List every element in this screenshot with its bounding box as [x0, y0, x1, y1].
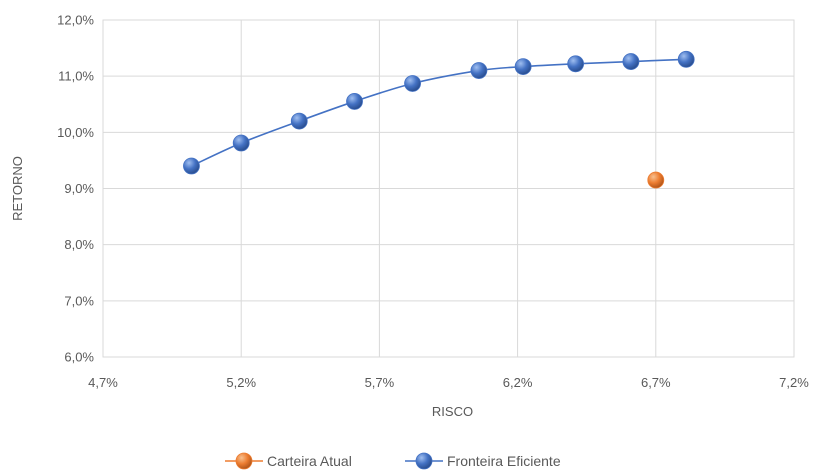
x-tick-label: 4,7% — [88, 375, 118, 390]
legend-label: Carteira Atual — [267, 453, 352, 469]
plot-area — [102, 19, 795, 358]
carteira-atual-point — [647, 171, 665, 189]
y-tick-label: 6,0% — [64, 350, 94, 365]
series-layer — [183, 50, 695, 189]
fronteira-eficiente-line — [191, 58, 687, 167]
fronteira-eficiente-point — [183, 157, 200, 175]
x-axis-title: RISCO — [432, 404, 473, 419]
fronteira-eficiente-point — [404, 75, 421, 92]
y-tick-label: 9,0% — [64, 181, 94, 196]
x-tick-label: 7,2% — [779, 375, 809, 390]
fronteira-eficiente-point — [470, 62, 488, 79]
y-tick-label: 12,0% — [57, 13, 94, 28]
gridlines — [102, 19, 795, 358]
legend-marker — [235, 452, 253, 470]
fronteira-eficiente-point — [514, 58, 532, 76]
fronteira-eficiente-point — [677, 50, 695, 68]
x-tick-label: 6,7% — [641, 375, 671, 390]
y-tick-label: 8,0% — [64, 237, 94, 252]
fronteira-eficiente-point — [567, 55, 585, 73]
fronteira-eficiente-point — [346, 93, 363, 110]
x-tick-label: 5,2% — [226, 375, 256, 390]
legend-item-fronteira-eficiente: Fronteira Eficiente — [405, 452, 561, 470]
legend-item-carteira-atual: Carteira Atual — [225, 452, 352, 470]
legend-marker — [415, 452, 433, 470]
x-axis-ticks: 4,7% 5,2% 5,7% 6,2% 6,7% 7,2% — [88, 375, 809, 390]
x-tick-label: 5,7% — [365, 375, 395, 390]
legend: Carteira Atual Fronteira Eficiente — [225, 452, 561, 470]
legend-label: Fronteira Eficiente — [447, 453, 561, 469]
fronteira-eficiente-point — [622, 53, 640, 70]
x-tick-label: 6,2% — [503, 375, 533, 390]
y-axis-title: RETORNO — [10, 156, 25, 221]
y-tick-label: 11,0% — [58, 69, 94, 84]
y-tick-label: 7,0% — [64, 293, 94, 308]
y-axis-ticks: 6,0% 7,0% 8,0% 9,0% 10,0% 11,0% 12,0% — [57, 13, 94, 365]
y-tick-label: 10,0% — [57, 125, 94, 140]
fronteira-eficiente-point — [290, 112, 308, 130]
fronteira-eficiente-point — [232, 134, 250, 152]
